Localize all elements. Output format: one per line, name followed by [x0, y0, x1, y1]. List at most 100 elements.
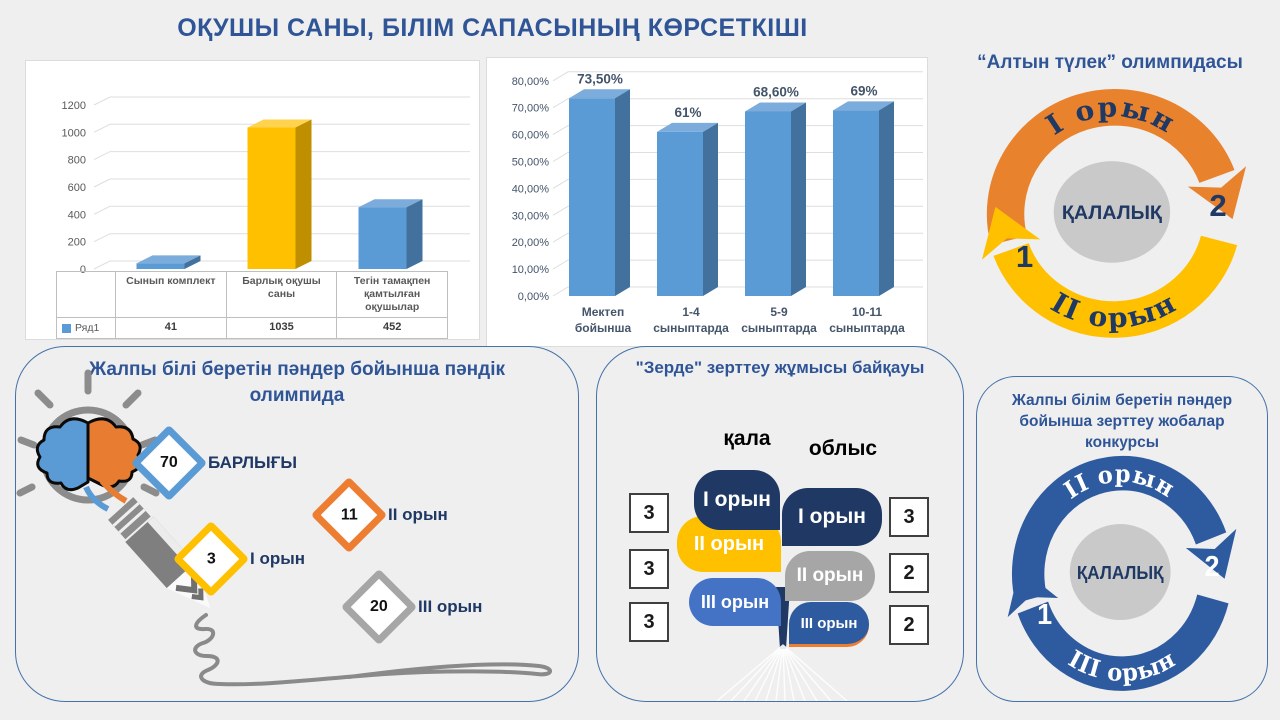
city-first-count: 3: [629, 493, 669, 533]
table-header-cell: Сынып комплект: [115, 272, 226, 318]
region-third-count: 2: [889, 605, 929, 645]
svg-text:0: 0: [80, 264, 86, 276]
svg-text:70,00%: 70,00%: [512, 103, 550, 115]
altyn-tulek-cycle-diagram: ҚАЛАЛЫҚ I орын II орын 2 1: [981, 89, 1247, 338]
zerde-contest-panel: "Зерде" зерттеу жұмысы байқауы қала облы…: [596, 346, 964, 702]
table-value-cell: 41: [115, 317, 226, 339]
chart-data-table: Сынып комплект Барлық оқушы саны Тегін там…: [56, 271, 448, 340]
first-place-arrow-band: [986, 89, 1235, 245]
second-place-arrowhead-icon: [1185, 528, 1237, 579]
bars: [136, 119, 423, 269]
table-header-cell: Тегін тамақпен қамтылған оқушылар: [336, 272, 447, 318]
svg-text:69%: 69%: [850, 83, 877, 98]
svg-text:61%: 61%: [674, 105, 701, 120]
y-axis-labels: 0 200 400 600 800 1000 1200: [62, 100, 86, 276]
bars: [569, 89, 894, 296]
svg-text:20,00%: 20,00%: [512, 237, 550, 249]
region-first-place-leaf: I орын: [782, 488, 882, 546]
region-column-header: облыс: [808, 437, 878, 460]
altyn-tulek-title: “Алтын түлек” олимпидасы: [977, 52, 1243, 73]
svg-text:200: 200: [68, 237, 86, 249]
svg-text:сыныптарда: сыныптарда: [653, 321, 729, 335]
table-value-cell: Ряд1: [57, 317, 115, 338]
second-place-value: 11: [340, 505, 358, 523]
svg-text:1200: 1200: [62, 100, 86, 112]
gridlines: [93, 96, 470, 270]
svg-text:68,60%: 68,60%: [753, 85, 799, 100]
brain-icon: [35, 417, 143, 492]
y-axis-labels: 0,00% 10,00% 20,00% 30,00% 40,00% 50,00% 60,00…: [512, 76, 550, 303]
city-second-count: 3: [629, 549, 669, 589]
total-value: 70: [160, 453, 178, 471]
region-third-place-label: III орын: [800, 614, 858, 632]
legend-swatch-icon: [62, 323, 71, 333]
svg-text:600: 600: [68, 182, 86, 194]
region-second-place-label: II орын: [796, 565, 864, 586]
svg-text:80,00%: 80,00%: [512, 76, 550, 88]
center-ellipse: [1053, 161, 1171, 263]
second-place-arrow-band: [1011, 455, 1227, 604]
svg-text:40,00%: 40,00%: [512, 183, 550, 195]
svg-text:сыныптарда: сыныптарда: [829, 321, 905, 335]
city-first-place-leaf: I орын: [694, 470, 780, 530]
svg-text:50,00%: 50,00%: [512, 157, 550, 169]
city-third-place-leaf: III орын: [689, 578, 781, 626]
table-header-cell: Барлық оқушы саны: [225, 272, 337, 318]
table-value-cell: 452: [336, 317, 447, 339]
first-place-count: 2: [1209, 188, 1226, 223]
first-place-arrowhead-icon: [1187, 166, 1247, 220]
x-axis-labels: Мектеп бойынша 1-4 сыныптарда 5-9 сыныптарда 1…: [575, 305, 905, 335]
city-first-place-label: I орын: [703, 488, 771, 511]
zerde-title: "Зерде" зерттеу жұмысы байқауы: [635, 358, 925, 377]
table-value-cell: 1035: [225, 317, 337, 339]
center-label: ҚАЛАЛЫҚ: [1062, 202, 1162, 224]
svg-text:0,00%: 0,00%: [518, 291, 549, 303]
lightbulb-brain-pencil-illustration: [16, 369, 552, 687]
svg-text:73,50%: 73,50%: [577, 71, 623, 86]
second-place-count: 2: [1204, 550, 1219, 582]
third-place-count: 1: [1037, 598, 1052, 630]
city-third-count: 3: [629, 602, 669, 642]
third-place-label: III орын: [418, 597, 483, 616]
svg-text:5-9: 5-9: [770, 305, 788, 319]
svg-text:1-4: 1-4: [682, 305, 700, 319]
research-contest-title: Жалпы білім беретін пәндер бойынша зертт…: [1011, 392, 1233, 451]
svg-text:Мектеп: Мектеп: [582, 305, 624, 319]
students-count-chart-card: 0 200 400 600 800 1000 1200 Сынып комплект Барл…: [25, 60, 480, 340]
city-column-header: қала: [723, 427, 771, 450]
first-place-value: 3: [206, 550, 216, 567]
research-contest-panel: Жалпы білім беретін пәндер бойынша зертт…: [976, 376, 1268, 702]
region-second-count: 2: [889, 553, 929, 593]
third-place-value: 20: [370, 597, 388, 615]
pencil-squiggle-line: [193, 613, 552, 687]
data-labels: 73,50% 61% 68,60% 69%: [577, 71, 877, 120]
subject-olympiad-panel: Жалпы білі беретін пәндер бойынша пәндік…: [15, 346, 579, 702]
svg-text:30,00%: 30,00%: [512, 210, 550, 222]
svg-text:1000: 1000: [62, 127, 86, 139]
svg-text:400: 400: [68, 209, 86, 221]
third-place-arrow-band: [1017, 593, 1229, 691]
svg-text:бойынша: бойынша: [575, 321, 632, 335]
svg-text:сыныптарда: сыныптарда: [741, 321, 817, 335]
tree-trunk-roots-illustration: [716, 587, 848, 701]
total-label: БАРЛЫҒЫ: [208, 453, 297, 472]
svg-text:10-11: 10-11: [852, 305, 882, 319]
region-second-place-leaf: II орын: [785, 551, 875, 601]
region-first-place-label: I орын: [798, 505, 866, 528]
svg-text:800: 800: [68, 155, 86, 167]
quality-percent-bar-chart: 0,00% 10,00% 20,00% 30,00% 40,00% 50,00% 60,00…: [512, 71, 923, 335]
second-place-arrowhead-icon: [981, 206, 1041, 260]
second-place-count: 1: [1016, 239, 1033, 274]
region-third-place-leaf: III орын: [789, 602, 869, 647]
region-first-count: 3: [889, 497, 929, 537]
center-label: ҚАЛАЛЫҚ: [1077, 562, 1164, 583]
second-place-arrow-band: [993, 235, 1238, 338]
quality-percent-chart-card: 0,00% 10,00% 20,00% 30,00% 40,00% 50,00% 60,00…: [486, 57, 928, 347]
first-place-label: I орын: [250, 549, 306, 568]
table-header-cell: [57, 272, 115, 317]
students-count-bar-chart: 0 200 400 600 800 1000 1200: [62, 96, 470, 276]
subject-olympiad-title: Жалпы білі беретін пәндер бойынша пәндік…: [88, 359, 506, 406]
bulb-rays-icon: [16, 369, 160, 497]
svg-text:10,00%: 10,00%: [512, 264, 550, 276]
